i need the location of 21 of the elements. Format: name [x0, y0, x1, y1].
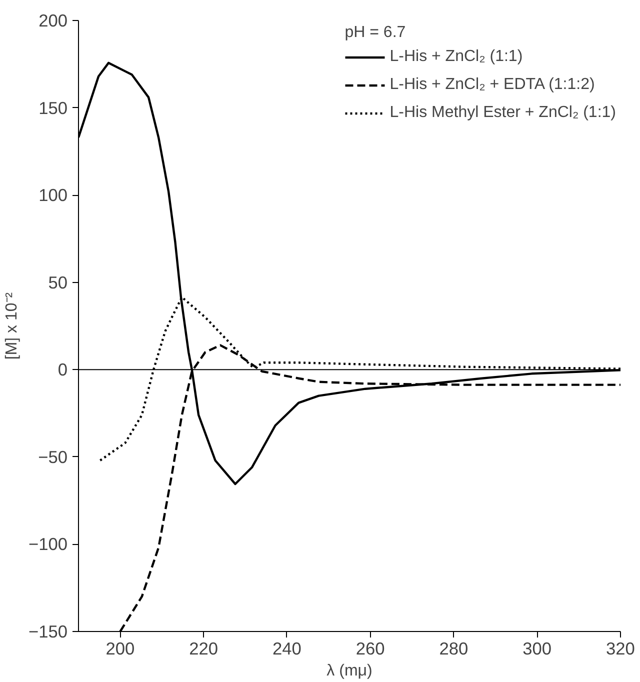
y-tick-label: −50 [38, 446, 68, 467]
legend-label: L-His + ZnCl₂ + EDTA (1:1:2) [390, 76, 595, 94]
legend-label: L-His Methyl Ester + ZnCl₂ (1:1) [390, 104, 616, 122]
y-tick-label: 0 [58, 360, 68, 380]
x-tick-label: 240 [272, 638, 302, 658]
y-tick-label: 50 [48, 272, 68, 292]
x-tick-label: 320 [606, 638, 635, 658]
x-tick-label: 280 [439, 638, 468, 658]
x-tick-label: 200 [106, 638, 135, 658]
x-tick-label: 260 [356, 638, 385, 658]
x-tick-label: 220 [189, 638, 218, 658]
y-axis-title: [M] x 10⁻² [3, 292, 20, 360]
y-tick-label: 150 [38, 98, 68, 118]
y-tick-label: −100 [28, 534, 68, 554]
legend-title: pH = 6.7 [344, 24, 407, 42]
x-tick-label: 300 [522, 638, 552, 658]
x-axis-title: λ (mμ) [326, 662, 372, 680]
y-tick-label: 200 [38, 10, 68, 30]
y-tick-label: −150 [28, 622, 68, 642]
y-tick-label: 100 [38, 185, 68, 206]
legend-label: L-His + ZnCl₂ (1:1) [390, 48, 523, 66]
